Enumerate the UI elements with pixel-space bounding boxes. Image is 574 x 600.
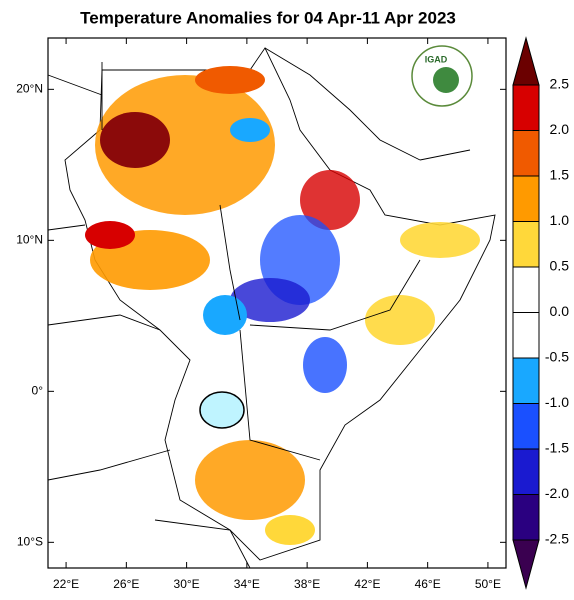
anomaly-patch [303,337,347,393]
colorbar-label: -1.0 [545,394,569,410]
igad-logo: IGAD [411,45,473,107]
colorbar-label: -2.5 [545,531,569,547]
y-tick-label: 0° [32,384,44,398]
anomaly-patch [365,295,435,345]
colorbar-label: -2.0 [545,485,569,501]
anomaly-patch [230,118,270,142]
colorbar-box [512,403,540,450]
colorbar-label: -0.5 [545,349,569,365]
colorbar-box [512,357,540,404]
x-tick-label: 22°E [53,577,79,591]
colorbar-box [512,130,540,177]
colorbar-box [512,221,540,268]
anomaly-patch [100,112,170,168]
colorbar-label: 1.0 [550,212,570,228]
x-tick-label: 38°E [294,577,320,591]
x-tick-label: 42°E [354,577,380,591]
colorbar-box [512,448,540,495]
logo-globe [433,67,459,93]
anomaly-patch [203,295,247,335]
colorbar-label: -1.5 [545,440,569,456]
y-tick-label: 10°N [16,233,43,247]
colorbar-label: 0.5 [550,258,570,274]
colorbar-extend-low [512,539,540,590]
colorbar-label: 2.5 [550,76,570,92]
x-tick-label: 50°E [475,577,501,591]
anomaly-patch [195,440,305,520]
colorbar-extend-high [512,36,540,86]
x-tick-label: 30°E [174,577,200,591]
anomaly-patch [400,222,480,258]
colorbar-box [512,494,540,541]
anomaly-patch [95,75,275,215]
country-border [47,47,471,569]
map-frame [47,37,507,569]
colorbar-box [512,312,540,359]
colorbar-box [512,266,540,313]
lake-victoria [199,391,245,429]
x-tick-label: 34°E [234,577,260,591]
map-area [47,38,506,569]
colorbar-label: 0.0 [550,303,570,319]
anomaly-patch [195,66,265,94]
colorbar-label: 1.5 [550,167,570,183]
y-tick-label: 10°S [17,535,43,549]
x-tick-label: 26°E [113,577,139,591]
anomaly-patch [85,221,135,249]
colorbar-box [512,175,540,222]
colorbar-label: 2.0 [550,121,570,137]
logo-text: IGAD [425,54,448,64]
colorbar-box [512,84,540,131]
y-tick-label: 20°N [16,82,43,96]
x-tick-label: 46°E [415,577,441,591]
anomaly-patch [230,278,310,322]
anomaly-patch [265,515,315,545]
anomaly-patch [300,170,360,230]
map-title: Temperature Anomalies for 04 Apr-11 Apr … [80,8,456,27]
